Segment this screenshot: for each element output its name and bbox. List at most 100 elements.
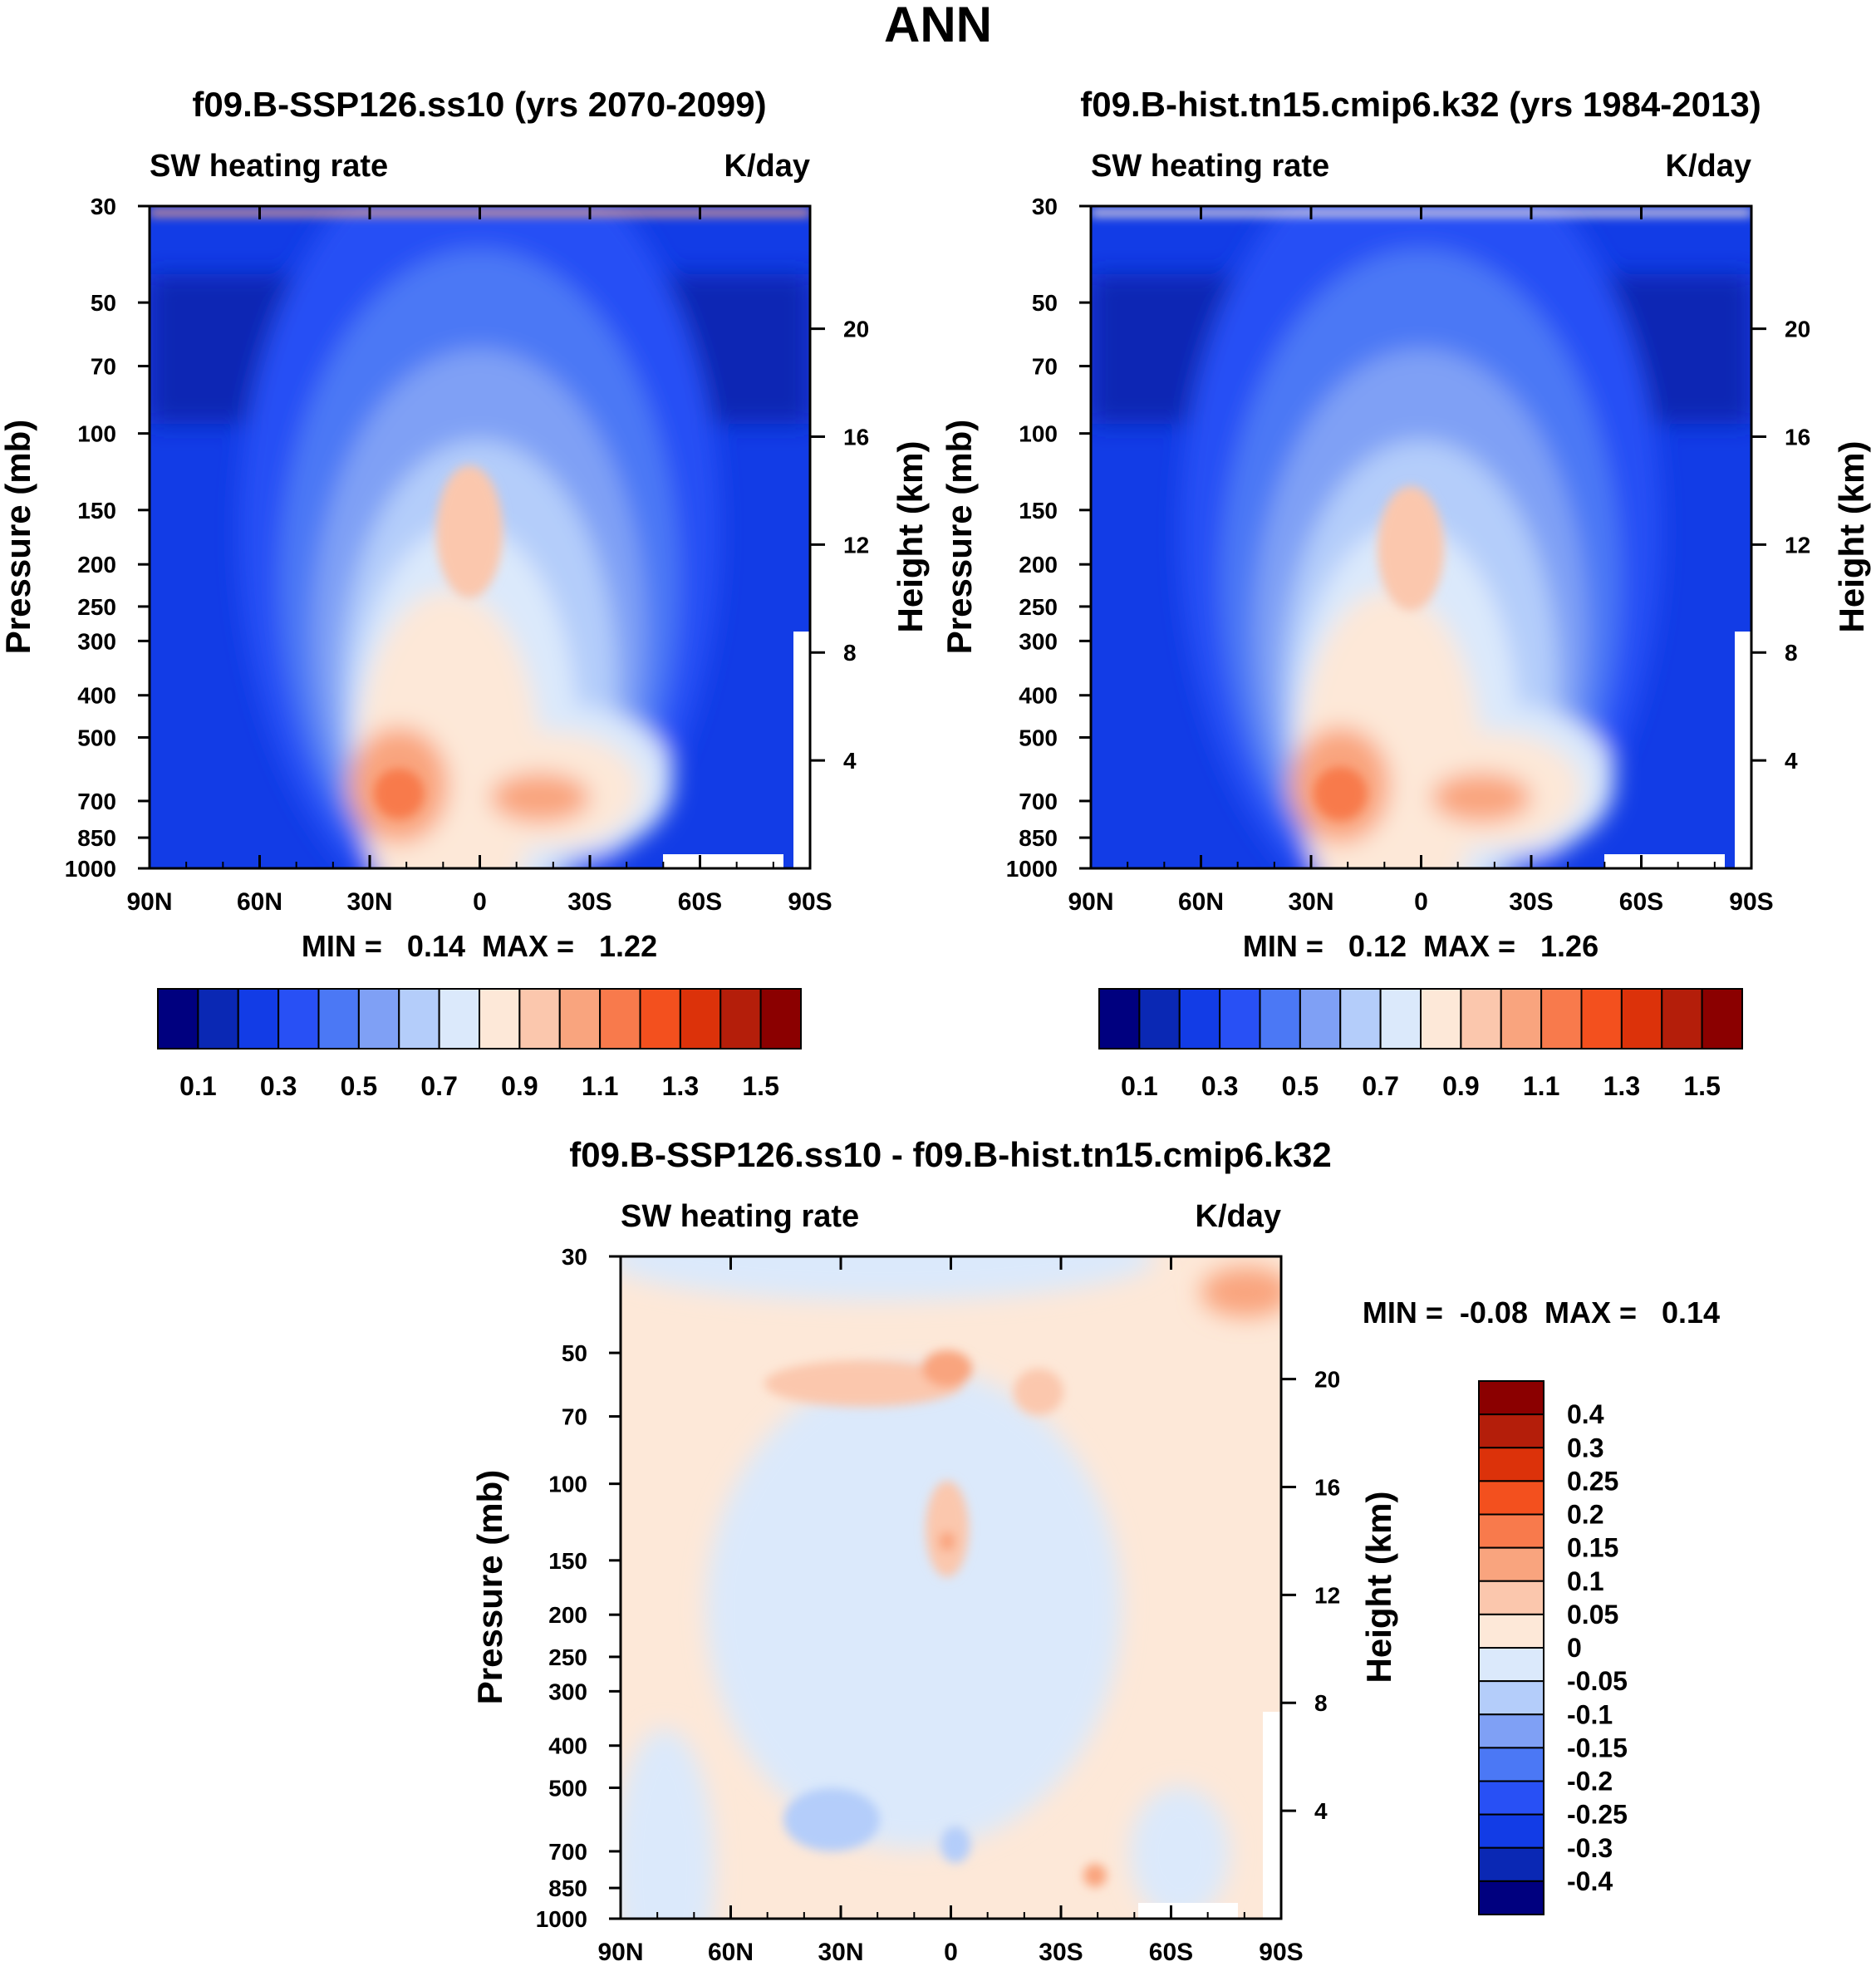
- colorbar-swatch: [1478, 1813, 1545, 1849]
- y-tick-label: 700: [1019, 789, 1058, 814]
- x-axis: 90N 60N 30N 0 30S 60S 90S: [597, 1256, 1304, 1966]
- colorbar-swatch: [1219, 988, 1261, 1049]
- colorbar-label: 0.1: [1121, 1071, 1157, 1101]
- colorbar-swatch: [1478, 1613, 1545, 1649]
- colorbar-swatch: [237, 988, 280, 1049]
- x-tick-label: 60N: [708, 1939, 754, 1966]
- colorbar-label: 0.15: [1567, 1533, 1618, 1563]
- colorbar-label: 0.3: [260, 1071, 297, 1101]
- colorbar-label: 0.7: [1362, 1071, 1398, 1101]
- colorbar-label: -0.15: [1567, 1733, 1628, 1762]
- units-label: K/day: [1196, 1199, 1281, 1234]
- y-tick-label: 50: [91, 290, 116, 316]
- x-tick-label: 0: [1414, 888, 1428, 916]
- y-tick-label: 50: [562, 1340, 587, 1366]
- x-tick-label: 60N: [1178, 888, 1224, 916]
- colorbar-swatch: [1460, 988, 1502, 1049]
- colorbar-label: 0.1: [179, 1071, 216, 1101]
- colorbar-swatch: [438, 988, 480, 1049]
- colorbar: 0.1 0.3 0.5 0.7 0.9 1.1 1.3 1.5: [1098, 988, 1743, 1101]
- y-axis-label: Pressure (mb): [0, 420, 37, 654]
- colorbar-label: -0.3: [1567, 1833, 1613, 1863]
- y-tick-label: 150: [1019, 498, 1058, 524]
- y2-tick-label: 8: [1314, 1690, 1328, 1716]
- y-tick-label: 100: [548, 1472, 587, 1497]
- colorbar-swatch: [398, 988, 440, 1049]
- colorbar-swatch: [1098, 988, 1141, 1049]
- panel-ssp126: f09.B-SSP126.ss10 (yrs 2070-2099) SW hea…: [0, 85, 930, 1101]
- y2-tick-label: 16: [1785, 424, 1810, 450]
- colorbar-label: 0.3: [1201, 1071, 1238, 1101]
- y2-tick-label: 8: [843, 640, 857, 666]
- y-tick-label: 250: [1019, 594, 1058, 620]
- y-axis-label: Pressure (mb): [470, 1470, 509, 1704]
- colorbar-swatch: [1478, 1713, 1545, 1749]
- contour-field: [150, 206, 810, 868]
- y-tick-label: 1000: [536, 1906, 587, 1932]
- x-tick-label: 60N: [237, 888, 282, 916]
- colorbar-label: 0.7: [420, 1071, 457, 1101]
- y2-tick-label: 12: [1785, 532, 1810, 558]
- units-label: K/day: [1666, 149, 1751, 184]
- colorbar-swatch: [719, 988, 762, 1049]
- y-tick-label: 30: [562, 1244, 587, 1270]
- y2-axis: 20 16 12 8 4: [810, 317, 869, 774]
- y-axis: 30 50 70 100 150 200 250 300 400 500 700 850 1000: [536, 1244, 621, 1932]
- colorbar-swatch: [317, 988, 360, 1049]
- colorbar-swatch: [197, 988, 239, 1049]
- colorbar-label: -0.4: [1567, 1866, 1613, 1896]
- x-tick-label: 30N: [1288, 888, 1333, 916]
- x-tick-label: 60S: [1619, 888, 1663, 916]
- y2-tick-label: 20: [843, 317, 869, 342]
- colorbar-label: 1.3: [662, 1071, 699, 1101]
- y2-axis: 20 16 12 8 4: [1281, 1367, 1340, 1824]
- colorbar-swatch: [599, 988, 641, 1049]
- colorbar-swatch: [277, 988, 320, 1049]
- y-tick-label: 300: [77, 628, 116, 654]
- colorbar-swatch: [1420, 988, 1462, 1049]
- y-axis-label: Pressure (mb): [940, 420, 979, 654]
- colorbar-swatch: [1478, 1546, 1545, 1582]
- x-tick-label: 30N: [346, 888, 392, 916]
- colorbar-label: -0.2: [1567, 1767, 1613, 1797]
- y2-tick-label: 8: [1785, 640, 1798, 666]
- colorbar-label: 0: [1567, 1633, 1582, 1663]
- colorbar-swatch: [1299, 988, 1342, 1049]
- x-tick-label: 90N: [126, 888, 172, 916]
- y-tick-label: 70: [562, 1404, 587, 1430]
- colorbar-swatch: [1478, 1880, 1545, 1915]
- x-tick-label: 30S: [1509, 888, 1553, 916]
- y2-axis-label: Height (km): [1832, 441, 1871, 633]
- y-tick-label: 100: [1019, 421, 1058, 447]
- colorbar-label: 0.2: [1567, 1500, 1603, 1530]
- min-max-stats: MIN = 0.14 MAX = 1.22: [302, 929, 657, 963]
- y-tick-label: 400: [1019, 683, 1058, 709]
- y-tick-label: 400: [77, 683, 116, 709]
- variable-label: SW heating rate: [1091, 149, 1329, 184]
- units-label: K/day: [724, 149, 810, 184]
- colorbar-swatch: [1478, 1413, 1545, 1449]
- y-axis: 30 50 70 100 150 200 250 300 400 500 700 850 1000: [1006, 194, 1091, 882]
- panel-difference: f09.B-SSP126.ss10 - f09.B-hist.tn15.cmip…: [470, 1135, 1720, 1966]
- colorbar-swatch: [759, 988, 802, 1049]
- y-tick-label: 500: [1019, 725, 1058, 750]
- y2-tick-label: 4: [1314, 1798, 1328, 1824]
- y-tick-label: 700: [77, 789, 116, 814]
- colorbar-label: 0.4: [1567, 1399, 1604, 1429]
- variable-label: SW heating rate: [621, 1199, 859, 1234]
- colorbar-swatch: [1339, 988, 1382, 1049]
- x-tick-label: 30S: [1039, 1939, 1083, 1966]
- y-tick-label: 70: [91, 354, 116, 380]
- colorbar-swatch: [679, 988, 722, 1049]
- y-tick-label: 150: [77, 498, 116, 524]
- y-tick-label: 200: [77, 552, 116, 578]
- colorbar-label: 0.9: [501, 1071, 538, 1101]
- y-tick-label: 70: [1032, 354, 1058, 380]
- colorbar-swatch: [1540, 988, 1583, 1049]
- y2-tick-label: 20: [1314, 1367, 1340, 1393]
- colorbar-swatch: [1478, 1680, 1545, 1716]
- colorbar-label: 0.5: [341, 1071, 377, 1101]
- y2-axis-label: Height (km): [891, 441, 930, 633]
- colorbar-label: -0.05: [1567, 1666, 1628, 1696]
